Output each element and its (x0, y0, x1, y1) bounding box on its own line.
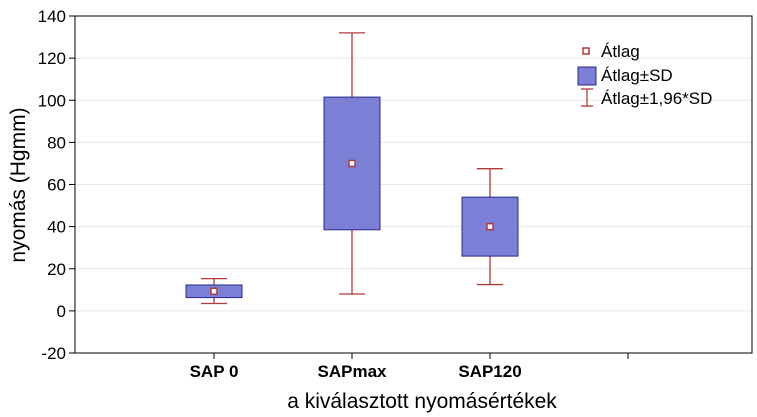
box-group (461, 168, 519, 286)
legend-mean-label: Átlag (601, 42, 640, 61)
y-tick-label: 80 (47, 133, 66, 152)
x-category-label: SAPmax (318, 362, 388, 381)
legend-mean-marker (582, 47, 590, 55)
box-group (185, 277, 243, 305)
y-tick-label: 20 (47, 260, 66, 279)
y-tick-label: 40 (47, 218, 66, 237)
y-tick-label: 60 (47, 176, 66, 195)
x-axis-categories: SAP 0 SAPmax SAP120 (190, 353, 629, 381)
plot-frame (74, 15, 753, 354)
legend-sd-box-marker (577, 66, 597, 86)
y-tick-label: 0 (57, 302, 66, 321)
mean-marker (348, 159, 356, 168)
y-axis-ticks: -20 0 20 40 60 80 100 120 140 (38, 7, 75, 363)
legend-whisker-label: Átlag±1,96*SD (601, 89, 712, 108)
y-tick-label: -20 (41, 344, 66, 363)
x-axis-label: a kiválasztott nyomásértékek (287, 390, 557, 413)
y-tick-label: 100 (38, 91, 66, 110)
legend-whisker-marker (581, 88, 593, 107)
gridlines (75, 57, 752, 312)
x-category-label: SAP 0 (190, 362, 239, 381)
mean-marker (210, 287, 218, 296)
plot-series (185, 32, 519, 305)
legend: Átlag Átlag±SD Átlag±1,96*SD (577, 42, 712, 108)
legend-sd-label: Átlag±SD (601, 66, 673, 85)
y-tick-label: 140 (38, 7, 66, 26)
y-axis-label: nyomás (Hgmm) (7, 107, 30, 262)
mean-marker (486, 222, 494, 231)
y-tick-label: 120 (38, 49, 66, 68)
x-category-label: SAP120 (458, 362, 521, 381)
box-group (323, 32, 381, 295)
